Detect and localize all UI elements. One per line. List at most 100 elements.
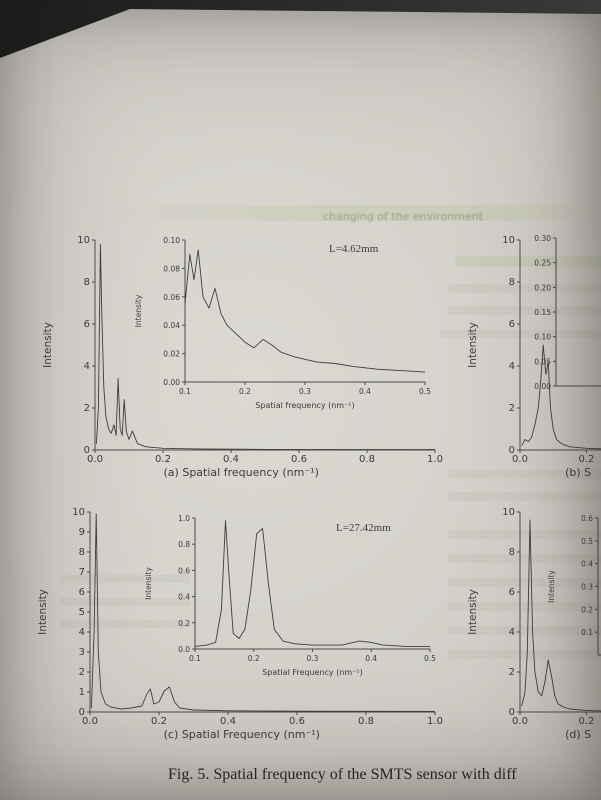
svg-text:0.3: 0.3 [307, 654, 319, 663]
svg-text:6: 6 [84, 319, 90, 330]
chart-svg-a-main: 0 2 4 6 8 10 0.0 0.2 0.4 0.6 0.8 1.0 (a) Spatial fre… [42, 235, 443, 479]
svg-text:0.2: 0.2 [578, 454, 594, 465]
svg-text:0.25: 0.25 [534, 259, 551, 268]
chart-svg-b-inset: 0.30 0.25 0.20 0.15 0.10 0.05 0.00 [534, 234, 601, 391]
bleedthrough-smudge [448, 530, 601, 539]
svg-text:Intensity: Intensity [467, 589, 479, 635]
svg-text:8: 8 [84, 277, 90, 288]
svg-text:0.4: 0.4 [178, 593, 190, 602]
svg-text:10: 10 [502, 235, 515, 246]
svg-text:0.1: 0.1 [179, 387, 191, 396]
svg-text:0.4: 0.4 [223, 454, 239, 465]
svg-text:0.0: 0.0 [512, 716, 528, 727]
svg-text:0.15: 0.15 [534, 308, 551, 317]
svg-text:0.4: 0.4 [359, 387, 371, 396]
svg-text:6: 6 [509, 587, 515, 598]
svg-text:0.5: 0.5 [419, 387, 431, 396]
svg-text:0.4: 0.4 [581, 560, 593, 569]
svg-text:Intensity: Intensity [547, 570, 556, 603]
bleedthrough-smudge [448, 578, 601, 587]
svg-text:1.0: 1.0 [178, 514, 190, 523]
chart-svg-d-inset: 0.6 0.5 0.4 0.3 0.2 0.1 Intensity [547, 514, 601, 656]
svg-text:6: 6 [509, 319, 515, 330]
svg-text:8: 8 [509, 277, 515, 288]
chart-svg-c-main: 0 1 2 3 4 5 6 7 8 9 10 0.0 0.2 0.4 0.6 0.8 1.0 (c) Spatia… [37, 507, 443, 741]
bleedthrough-smudge [448, 306, 601, 315]
svg-text:(d) S: (d) S [565, 728, 591, 741]
svg-text:Intensity: Intensity [42, 322, 54, 368]
svg-text:0.2: 0.2 [248, 654, 260, 663]
svg-text:0.1: 0.1 [581, 628, 593, 637]
svg-text:(c) Spatial Frequency (nm⁻¹): (c) Spatial Frequency (nm⁻¹) [164, 728, 320, 741]
svg-text:2: 2 [79, 667, 85, 678]
svg-text:6: 6 [79, 587, 85, 598]
svg-text:0.0: 0.0 [87, 454, 103, 465]
subplot-c-main: 0 1 2 3 4 5 6 7 8 9 10 0.0 0.2 0.4 0.6 0.8 1.0 (c) Spatia… [30, 500, 443, 766]
svg-text:Spatial frequency (nm⁻¹): Spatial frequency (nm⁻¹) [255, 401, 354, 410]
svg-text:0.04: 0.04 [163, 321, 180, 330]
svg-text:(a) Spatial frequency (nm⁻¹): (a) Spatial frequency (nm⁻¹) [164, 466, 319, 479]
svg-text:L=4.62mm: L=4.62mm [329, 243, 379, 255]
chart-svg-c-inset: 0.0 0.2 0.4 0.6 0.8 1.0 0.1 0.2 0.3 0.4 0.5 Spatial… [144, 514, 436, 677]
bleedthrough-smudge [448, 554, 601, 563]
svg-text:0: 0 [84, 445, 90, 456]
figure-caption: Fig. 5. Spatial frequency of the SMTS se… [168, 766, 517, 783]
svg-text:0.05: 0.05 [534, 357, 551, 366]
svg-text:0.2: 0.2 [239, 387, 251, 396]
bleedthrough-smudge [455, 256, 601, 267]
bleedthrough-smudge [60, 575, 190, 583]
svg-text:0: 0 [509, 707, 515, 718]
chart-svg-a-inset: 0.00 0.02 0.04 0.06 0.08 0.10 0.1 0.2 0.3 0.4 0.5 S… [134, 236, 431, 410]
svg-text:0.2: 0.2 [578, 716, 594, 727]
svg-text:0.8: 0.8 [358, 716, 374, 727]
bleedthrough-smudge [448, 602, 601, 611]
svg-text:0.6: 0.6 [581, 514, 593, 523]
svg-text:0.6: 0.6 [291, 454, 307, 465]
svg-text:1: 1 [79, 687, 85, 698]
subplot-a-main: 0 2 4 6 8 10 0.0 0.2 0.4 0.6 0.8 1.0 (a) Spatial fre… [38, 228, 443, 502]
svg-text:0.2: 0.2 [155, 454, 171, 465]
svg-text:0.30: 0.30 [534, 234, 551, 243]
svg-text:0.0: 0.0 [512, 454, 528, 465]
svg-text:0.2: 0.2 [151, 716, 167, 727]
svg-text:0.2: 0.2 [178, 619, 190, 628]
svg-text:0.0: 0.0 [178, 645, 190, 654]
svg-text:4: 4 [509, 627, 515, 638]
bleedthrough-smudge [60, 620, 190, 628]
svg-text:10: 10 [77, 235, 90, 246]
svg-text:10: 10 [72, 507, 85, 518]
bleedthrough-smudge [448, 492, 601, 501]
svg-text:(b) S: (b) S [565, 466, 591, 479]
svg-text:2: 2 [84, 403, 90, 414]
svg-text:0.4: 0.4 [365, 654, 377, 663]
svg-text:0.02: 0.02 [163, 350, 180, 359]
svg-text:9: 9 [79, 527, 85, 538]
svg-text:0.10: 0.10 [163, 236, 180, 245]
bleedthrough-smudge [448, 284, 601, 293]
svg-text:3: 3 [79, 647, 85, 658]
svg-text:0.10: 0.10 [534, 333, 551, 342]
svg-text:L=27.42mm: L=27.42mm [336, 522, 391, 534]
chart-svg-b-main: 0 2 4 6 8 10 0.0 0.2(b) S Intensity [467, 235, 601, 479]
bleedthrough-smudge [448, 650, 601, 659]
svg-text:7: 7 [79, 567, 85, 578]
svg-text:10: 10 [502, 507, 515, 518]
svg-text:0.2: 0.2 [581, 605, 593, 614]
svg-text:0.6: 0.6 [178, 566, 190, 575]
svg-text:4: 4 [509, 361, 515, 372]
svg-text:0.00: 0.00 [534, 382, 551, 391]
svg-text:0.08: 0.08 [163, 264, 180, 273]
svg-text:0.6: 0.6 [289, 716, 305, 727]
svg-text:8: 8 [79, 547, 85, 558]
svg-text:0.5: 0.5 [581, 537, 593, 546]
svg-text:0.1: 0.1 [189, 654, 201, 663]
svg-text:Intensity: Intensity [134, 294, 143, 327]
svg-text:8: 8 [509, 547, 515, 558]
svg-text:Intensity: Intensity [144, 567, 153, 600]
bleedthrough-text: changing of the environment [323, 210, 483, 223]
svg-text:0: 0 [509, 445, 515, 456]
bleedthrough-smudge [448, 470, 601, 479]
